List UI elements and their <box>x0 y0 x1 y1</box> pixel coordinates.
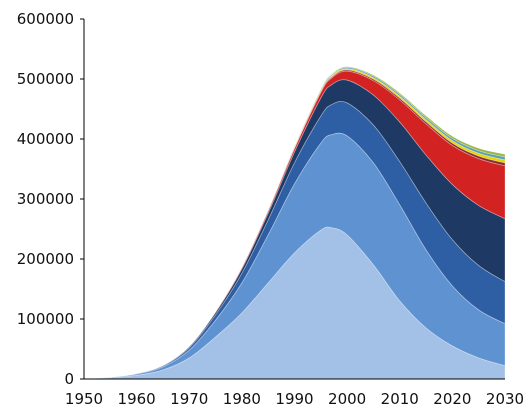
areas-layer <box>83 66 506 380</box>
y-tick-label: 600000 <box>17 10 74 28</box>
area-series-2 <box>83 132 506 380</box>
area-series-5 <box>83 70 506 380</box>
x-tick-label: 1950 <box>65 390 103 408</box>
x-tick-label: 2000 <box>328 390 366 408</box>
area-series-8 <box>83 67 506 380</box>
y-axis-ticks: 0 100000 200000 300000 400000 500000 600000 <box>17 10 84 388</box>
y-tick-label: 300000 <box>17 190 74 208</box>
x-axis-ticks: 1950 1960 1970 1980 1990 2000 2010 2020 2030 <box>65 390 524 408</box>
x-tick-label: 1970 <box>170 390 208 408</box>
x-tick-label: 2030 <box>486 390 524 408</box>
x-tick-label: 2020 <box>433 390 471 408</box>
x-tick-label: 2010 <box>381 390 419 408</box>
y-tick-label: 400000 <box>17 130 74 148</box>
y-tick-label: 100000 <box>17 310 74 328</box>
area-series-9 <box>83 66 506 380</box>
y-tick-label: 200000 <box>17 250 74 268</box>
x-tick-label: 1990 <box>275 390 313 408</box>
y-tick-label: 0 <box>64 370 74 388</box>
y-tick-label: 500000 <box>17 70 74 88</box>
area-series-3 <box>83 101 506 380</box>
x-tick-label: 1960 <box>118 390 156 408</box>
area-series-6 <box>83 69 506 380</box>
area-series-7 <box>83 68 506 380</box>
x-tick-label: 1980 <box>223 390 261 408</box>
